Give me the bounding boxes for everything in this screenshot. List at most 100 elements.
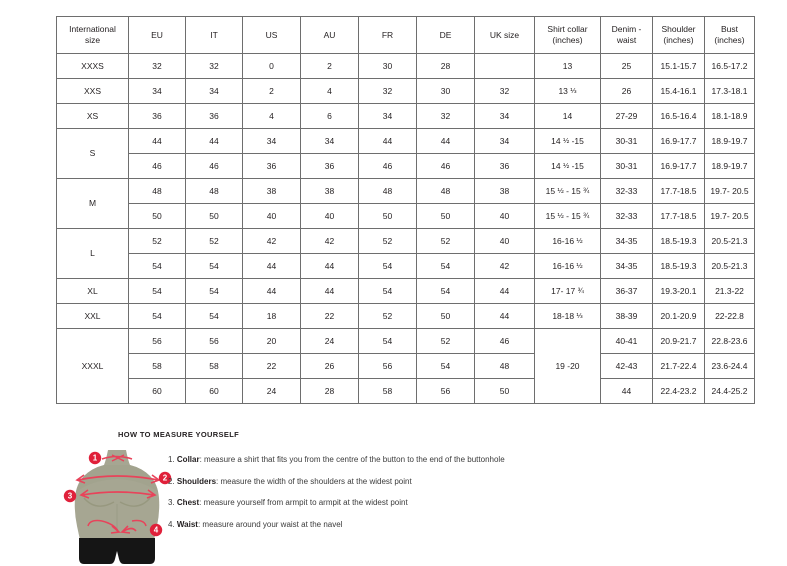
- cell-us: 2: [242, 78, 301, 104]
- cell-it: 54: [185, 253, 243, 279]
- cell-it: 32: [185, 53, 243, 79]
- cell-it: 54: [185, 278, 243, 304]
- cell-shirt-collar: 16-16 ½: [534, 253, 601, 279]
- cell-uk: 36: [474, 153, 535, 179]
- cell-de: 56: [416, 378, 475, 404]
- cell-eu: 50: [128, 203, 186, 229]
- cell-shoulder: 18.5-19.3: [652, 228, 705, 254]
- cell-shoulder: 21.7-22.4: [652, 353, 705, 379]
- cell-it: 56: [185, 328, 243, 354]
- cell-uk: 40: [474, 228, 535, 254]
- cell-bust: 20.5-21.3: [704, 253, 755, 279]
- cell-au: 34: [300, 128, 359, 154]
- cell-uk: 40: [474, 203, 535, 229]
- cell-fr: 52: [358, 303, 417, 329]
- cell-fr: 32: [358, 78, 417, 104]
- cell-us: 38: [242, 178, 301, 204]
- cell-bust: 19.7- 20.5: [704, 203, 755, 229]
- cell-de: 48: [416, 178, 475, 204]
- cell-international-size: L: [56, 228, 129, 279]
- cell-bust: 18.9-19.7: [704, 153, 755, 179]
- cell-au: 22: [300, 303, 359, 329]
- cell-au: 36: [300, 153, 359, 179]
- cell-fr: 44: [358, 128, 417, 154]
- cell-au: 42: [300, 228, 359, 254]
- cell-us: 22: [242, 353, 301, 379]
- measure-step: 4. Waist: measure around your waist at t…: [168, 519, 688, 529]
- header-line-2: (inches): [663, 35, 694, 45]
- cell-eu: 54: [128, 278, 186, 304]
- table-row: 60 60 24 28 58 56 50 44 22.4-23.2 24.4-25.2: [57, 378, 755, 404]
- cell-de: 54: [416, 278, 475, 304]
- cell-eu: 36: [128, 103, 186, 129]
- shoulders-arrow: [77, 475, 159, 481]
- cell-denim: 40-41: [600, 328, 653, 354]
- cell-it: 60: [185, 378, 243, 404]
- cell-eu: 48: [128, 178, 186, 204]
- cell-bust: 22-22.8: [704, 303, 755, 329]
- table-row: S 44 44 34 34 44 44 34 14 ½ -15 30-31 16.9-17.7 18.…: [56, 128, 755, 179]
- cell-eu: 56: [128, 328, 186, 354]
- waist-arrow-left-tail: [87, 519, 103, 527]
- step-text: : measure the width of the shoulders at …: [216, 476, 412, 486]
- step-number: 1.: [168, 455, 177, 464]
- cell-de: 52: [416, 228, 475, 254]
- cell-shoulder: 17.7-18.5: [652, 178, 705, 204]
- cell-bust: 24.4-25.2: [704, 378, 755, 404]
- step-text: : measure yourself from armpit to armpit…: [199, 498, 408, 507]
- waist-arrow-right: [123, 527, 137, 532]
- cell-denim: 34-35: [600, 228, 653, 254]
- header-line-1: Denim -: [611, 24, 642, 35]
- cell-it: 50: [185, 203, 243, 229]
- cell-bust: 17.3-18.1: [704, 78, 755, 104]
- marker-4-label: 4: [154, 526, 159, 535]
- marker-1-label: 1: [93, 454, 98, 463]
- cell-us: 0: [242, 53, 301, 79]
- cell-bust: 19.7- 20.5: [704, 178, 755, 204]
- how-to-measure-title: HOW TO MEASURE YOURSELF: [118, 430, 240, 439]
- marker-2-circle: [158, 471, 172, 485]
- cell-au: 26: [300, 353, 359, 379]
- cell-it: 36: [185, 103, 243, 129]
- cell-eu: 60: [128, 378, 186, 404]
- cell-us: 44: [242, 278, 301, 304]
- cell-fr: 48: [358, 178, 417, 204]
- cell-de: 32: [416, 103, 475, 129]
- cell-shoulder: 16.5-16.4: [652, 103, 705, 129]
- cell-fr: 58: [358, 378, 417, 404]
- cell-shirt-collar: 14 ½ -15: [534, 153, 601, 179]
- cell-fr: 46: [358, 153, 417, 179]
- right-pec-line: [119, 497, 151, 507]
- cell-de: 28: [416, 53, 475, 79]
- header-line-2: (inches): [552, 35, 583, 45]
- step-term: Waist: [176, 519, 198, 529]
- cell-it: 58: [185, 353, 243, 379]
- column-header-fr: FR: [358, 16, 417, 54]
- step-term: Chest: [176, 498, 200, 507]
- chest-arrowhead-left: [79, 489, 90, 499]
- cell-denim: 32-33: [600, 178, 653, 204]
- cell-international-size: M: [56, 178, 129, 229]
- cell-uk: 44: [474, 278, 535, 304]
- table-row: L 52 52 42 42 52 52 40 16-16 ½ 34-35 18.5-19.3 20.5…: [56, 228, 755, 279]
- cell-denim: 42-43: [600, 353, 653, 379]
- cell-shoulder: 16.9-17.7: [652, 128, 705, 154]
- waist-arrowhead-left: [110, 525, 121, 534]
- cell-eu: 46: [128, 153, 186, 179]
- cell-us: 24: [242, 378, 301, 404]
- cell-uk: 50: [474, 378, 535, 404]
- cell-bust: 21.3-22: [704, 278, 755, 304]
- cell-de: 54: [416, 353, 475, 379]
- cell-shoulder: 17.7-18.5: [652, 203, 705, 229]
- cell-it: 48: [185, 178, 243, 204]
- left-pec-line: [83, 497, 115, 507]
- table-row: XS 36 36 4 6 34 32 34 14 27-29 16.5-16.4 18.1-18.9: [56, 103, 755, 129]
- cell-au: 2: [300, 53, 359, 79]
- cell-de: 46: [416, 153, 475, 179]
- cell-uk: 44: [474, 303, 535, 329]
- cell-uk: 34: [474, 103, 535, 129]
- cell-international-size: XXS: [56, 78, 129, 104]
- cell-shoulder: 15.1-15.7: [652, 53, 705, 79]
- cell-uk: 32: [474, 78, 535, 104]
- cell-fr: 54: [358, 328, 417, 354]
